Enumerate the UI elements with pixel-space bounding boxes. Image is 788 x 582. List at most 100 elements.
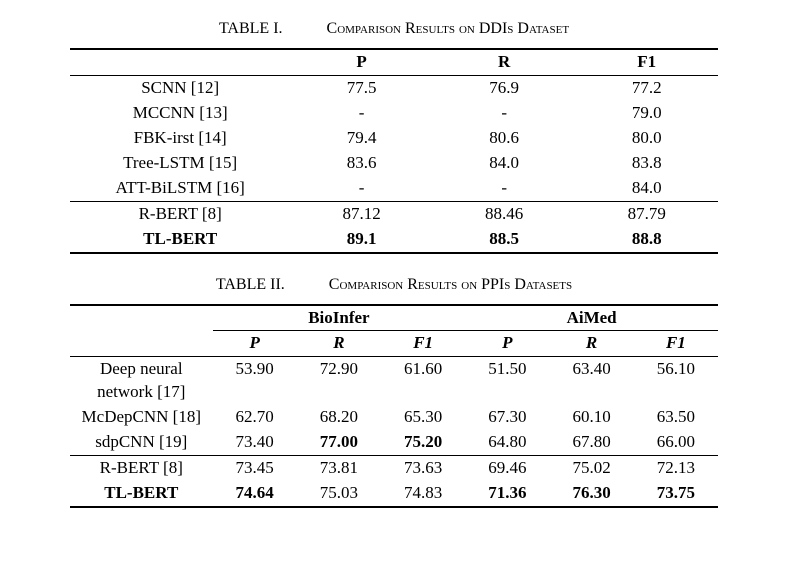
value-cell: 73.81 [297, 456, 381, 481]
value-cell: 75.20 [381, 430, 465, 455]
table-row: R-BERT [8]87.1288.4687.79 [70, 201, 718, 226]
table1: P R F1 SCNN [12]77.576.977.2MCCNN [13]--… [70, 48, 718, 254]
value-cell: 79.4 [290, 126, 433, 151]
method-cell: ATT-BiLSTM [16] [70, 176, 290, 201]
table1-col-p: P [290, 49, 433, 75]
value-cell: 65.30 [381, 405, 465, 430]
value-cell: - [290, 176, 433, 201]
value-cell: 87.79 [575, 201, 718, 226]
value-cell: 77.00 [297, 430, 381, 455]
value-cell: 89.1 [290, 227, 433, 253]
table1-caption: TABLE I. Comparison Results on DDIs Data… [70, 20, 718, 38]
value-cell: 80.0 [575, 126, 718, 151]
table2-block1: Deep neural network [17]53.9072.9061.605… [70, 357, 718, 456]
value-cell: 75.03 [297, 481, 381, 507]
value-cell: 63.50 [634, 405, 718, 430]
table1-header-row: P R F1 [70, 49, 718, 75]
value-cell: 56.10 [634, 357, 718, 405]
method-cell: FBK-irst [14] [70, 126, 290, 151]
value-cell: 83.6 [290, 151, 433, 176]
method-cell: sdpCNN [19] [70, 430, 213, 455]
method-cell: McDepCNN [18] [70, 405, 213, 430]
method-cell: R-BERT [8] [70, 456, 213, 481]
value-cell: 87.12 [290, 201, 433, 226]
method-cell: MCCNN [13] [70, 101, 290, 126]
table-row: McDepCNN [18]62.7068.2065.3067.3060.1063… [70, 405, 718, 430]
table2-caption: TABLE II. Comparison Results on PPIs Dat… [70, 276, 718, 294]
value-cell: 88.5 [433, 227, 576, 253]
t2-sub-f12: F1 [634, 331, 718, 357]
t2-sub-p2: P [465, 331, 549, 357]
method-cell: SCNN [12] [70, 75, 290, 100]
table2-block2: R-BERT [8]73.4573.8173.6369.4675.0272.13… [70, 456, 718, 507]
value-cell: 64.80 [465, 430, 549, 455]
value-cell: 75.02 [549, 456, 633, 481]
table-row: Deep neural network [17]53.9072.9061.605… [70, 357, 718, 405]
value-cell: 62.70 [213, 405, 297, 430]
t2-sub-r1: R [297, 331, 381, 357]
value-cell: 68.20 [297, 405, 381, 430]
value-cell: 51.50 [465, 357, 549, 405]
value-cell: 73.75 [634, 481, 718, 507]
value-cell: 73.45 [213, 456, 297, 481]
value-cell: 60.10 [549, 405, 633, 430]
value-cell: - [290, 101, 433, 126]
value-cell: - [433, 176, 576, 201]
table-row: SCNN [12]77.576.977.2 [70, 75, 718, 100]
table1-col-r: R [433, 49, 576, 75]
table1-block2: R-BERT [8]87.1288.4687.79TL-BERT89.188.5… [70, 201, 718, 252]
value-cell: 69.46 [465, 456, 549, 481]
value-cell: 74.83 [381, 481, 465, 507]
value-cell: 88.46 [433, 201, 576, 226]
value-cell: 73.63 [381, 456, 465, 481]
table-row: FBK-irst [14]79.480.680.0 [70, 126, 718, 151]
table-row: TL-BERT89.188.588.8 [70, 227, 718, 253]
table-row: sdpCNN [19]73.4077.0075.2064.8067.8066.0… [70, 430, 718, 455]
value-cell: 84.0 [433, 151, 576, 176]
value-cell: 61.60 [381, 357, 465, 405]
table1-title: Comparison Results on DDIs Dataset [327, 20, 570, 37]
value-cell: 66.00 [634, 430, 718, 455]
table2-sub-header: P R F1 P R F1 [70, 331, 718, 357]
table2-group-aimed: AiMed [465, 305, 718, 331]
page-content: TABLE I. Comparison Results on DDIs Data… [0, 0, 788, 560]
value-cell: 76.9 [433, 75, 576, 100]
value-cell: 72.13 [634, 456, 718, 481]
value-cell: 77.2 [575, 75, 718, 100]
table-row: Tree-LSTM [15]83.684.083.8 [70, 151, 718, 176]
value-cell: 72.90 [297, 357, 381, 405]
value-cell: 77.5 [290, 75, 433, 100]
value-cell: 71.36 [465, 481, 549, 507]
table2-group-header: BioInfer AiMed [70, 305, 718, 331]
t2-sub-r2: R [549, 331, 633, 357]
table-row: MCCNN [13]--79.0 [70, 101, 718, 126]
table1-col-f1: F1 [575, 49, 718, 75]
method-cell: Tree-LSTM [15] [70, 151, 290, 176]
table-row: R-BERT [8]73.4573.8173.6369.4675.0272.13 [70, 456, 718, 481]
value-cell: - [433, 101, 576, 126]
value-cell: 53.90 [213, 357, 297, 405]
table-row: ATT-BiLSTM [16]--84.0 [70, 176, 718, 201]
table-row: TL-BERT74.6475.0374.8371.3676.3073.75 [70, 481, 718, 507]
table2-group-bioinfer: BioInfer [213, 305, 466, 331]
table2: BioInfer AiMed P R F1 P R F1 Deep neural… [70, 304, 718, 509]
method-cell: Deep neural network [17] [70, 357, 213, 405]
t2-sub-f11: F1 [381, 331, 465, 357]
value-cell: 83.8 [575, 151, 718, 176]
method-cell: TL-BERT [70, 481, 213, 507]
table2-number: TABLE II. [216, 276, 285, 294]
table1-block1: SCNN [12]77.576.977.2MCCNN [13]--79.0FBK… [70, 75, 718, 201]
t2-sub-p1: P [213, 331, 297, 357]
method-cell: TL-BERT [70, 227, 290, 253]
table2-title: Comparison Results on PPIs Datasets [329, 276, 572, 293]
value-cell: 84.0 [575, 176, 718, 201]
value-cell: 76.30 [549, 481, 633, 507]
value-cell: 74.64 [213, 481, 297, 507]
method-cell: R-BERT [8] [70, 201, 290, 226]
value-cell: 67.30 [465, 405, 549, 430]
value-cell: 80.6 [433, 126, 576, 151]
value-cell: 63.40 [549, 357, 633, 405]
value-cell: 67.80 [549, 430, 633, 455]
value-cell: 79.0 [575, 101, 718, 126]
value-cell: 88.8 [575, 227, 718, 253]
